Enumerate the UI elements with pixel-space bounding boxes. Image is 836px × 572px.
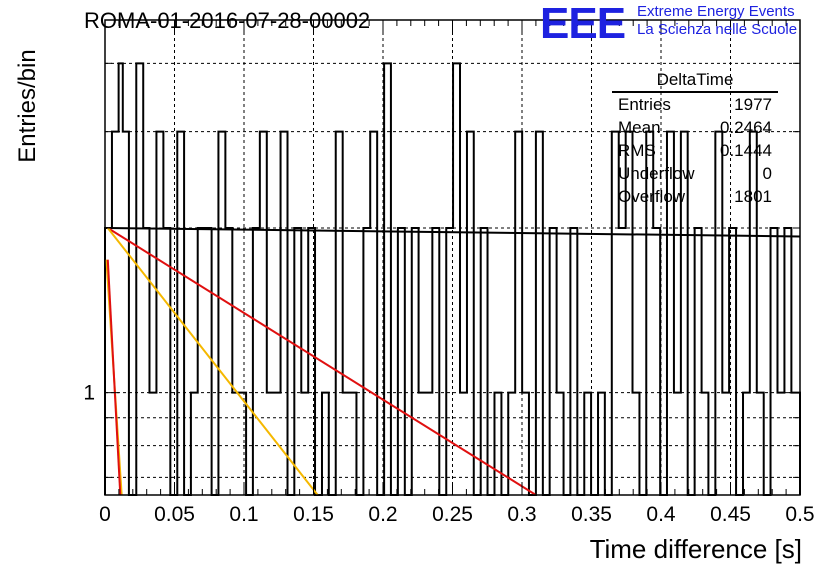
stats-row: Underflow 0 (612, 162, 778, 185)
logo-line-2: La Scienza nelle Scuole (637, 21, 798, 38)
fit-line (107, 226, 801, 238)
x-tick-label: 0.2 (368, 503, 397, 526)
stats-value: 1977 (734, 95, 772, 114)
stats-row: RMS 0.1444 (612, 139, 778, 162)
x-tick-label: 0.25 (432, 503, 473, 526)
stats-row: Entries 1977 (612, 93, 778, 116)
x-tick-label: 0.1 (229, 503, 258, 526)
stats-label: Mean (618, 118, 661, 137)
stats-value: 0 (762, 164, 772, 183)
stats-value: 0.1444 (720, 141, 772, 160)
stats-row: Overflow 1801 (612, 185, 778, 208)
fit-line (106, 227, 319, 496)
x-tick-label: 0 (99, 503, 111, 526)
x-tick-label: 0.15 (293, 503, 334, 526)
x-tick-label: 0.5 (785, 503, 814, 526)
logo-text: Extreme Energy Events La Scienza nelle S… (637, 3, 797, 39)
x-tick-label: 0.3 (507, 503, 536, 526)
stats-label: Entries (618, 95, 671, 114)
stats-row: Mean 0.2464 (612, 116, 778, 139)
stats-value: 1801 (734, 187, 772, 206)
y-tick-label: 1 (83, 382, 95, 405)
fit-line (107, 227, 537, 496)
fit-line (106, 259, 122, 496)
grid-lines (105, 20, 800, 495)
logo-line-1: Extreme Energy Events (637, 3, 795, 20)
chart-title: ROMA-01-2016-07-28-00002 (84, 8, 371, 33)
x-tick-label: 0.4 (646, 503, 676, 526)
stats-label: RMS (618, 141, 656, 160)
eee-logo: EEE (540, 0, 626, 48)
stats-label: Underflow (618, 164, 695, 183)
axes: 0 0.05 0.1 0.15 0.2 0.25 0.3 0.35 0.4 0.45 0.5 1 (83, 19, 815, 526)
stats-box: DeltaTime Entries 1977 Mean 0.2464 RMS 0.14… (612, 68, 778, 208)
fit-lines (105, 226, 801, 496)
y-axis-label: Entries/bin (14, 49, 41, 163)
x-axis-label: Time difference [s] (589, 534, 802, 564)
stats-value: 0.2464 (720, 118, 772, 137)
x-tick-label: 0.45 (710, 503, 751, 526)
stats-title: DeltaTime (612, 68, 778, 93)
x-tick-label: 0.05 (154, 503, 195, 526)
x-tick-label: 0.35 (571, 503, 612, 526)
stats-label: Overflow (618, 187, 686, 206)
